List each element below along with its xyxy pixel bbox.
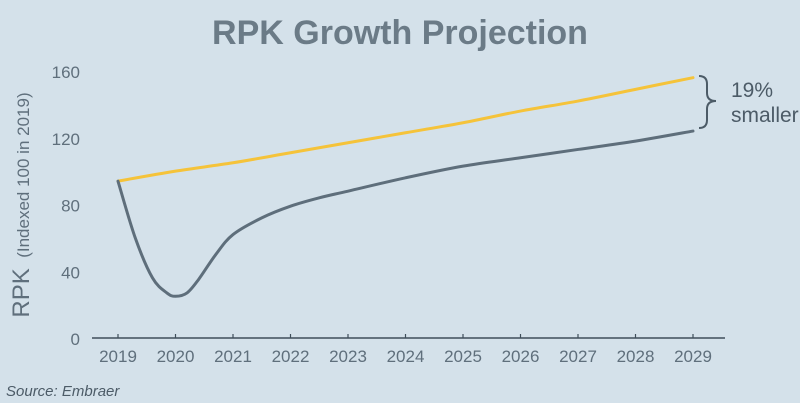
x-tick-label: 2019 xyxy=(99,347,137,366)
y-tick-label: 160 xyxy=(52,63,80,82)
annotation-text: smaller xyxy=(731,104,799,127)
x-tick-label: 2029 xyxy=(674,347,712,366)
chart-title: RPK Growth Projection xyxy=(212,14,588,52)
source-note: Source: Embraer xyxy=(6,383,120,400)
x-tick-label: 2028 xyxy=(617,347,655,366)
x-tick-label: 2020 xyxy=(157,347,195,366)
x-tick-label: 2026 xyxy=(502,347,540,366)
y-tick-label: 120 xyxy=(52,130,80,149)
annotation-brace xyxy=(698,75,717,129)
annotation-percent: 19% xyxy=(731,79,773,102)
x-tick-label: 2027 xyxy=(559,347,597,366)
series-line-gray xyxy=(116,129,695,298)
y-axis-label-sub: (Indexed 100 in 2019) xyxy=(14,92,33,257)
series-group xyxy=(116,76,695,298)
series-line-yellow xyxy=(116,76,695,183)
x-tick-label: 2022 xyxy=(272,347,310,366)
x-axis-ticks: 2019 2020 2021 2022 2023 2024 2025 2026 2027 2028… xyxy=(99,334,712,366)
y-axis-ticks: 0 40 80 120 160 xyxy=(52,63,80,349)
x-tick-label: 2023 xyxy=(329,347,367,366)
y-tick-label: 0 xyxy=(71,330,80,349)
y-axis-label-main: RPK xyxy=(8,268,35,317)
x-tick-label: 2024 xyxy=(387,347,425,366)
y-tick-label: 80 xyxy=(61,197,80,216)
x-tick-label: 2021 xyxy=(214,347,252,366)
y-tick-label: 40 xyxy=(61,263,80,282)
y-axis-label: RPK (Indexed 100 in 2019) xyxy=(8,92,35,317)
x-tick-label: 2025 xyxy=(444,347,482,366)
